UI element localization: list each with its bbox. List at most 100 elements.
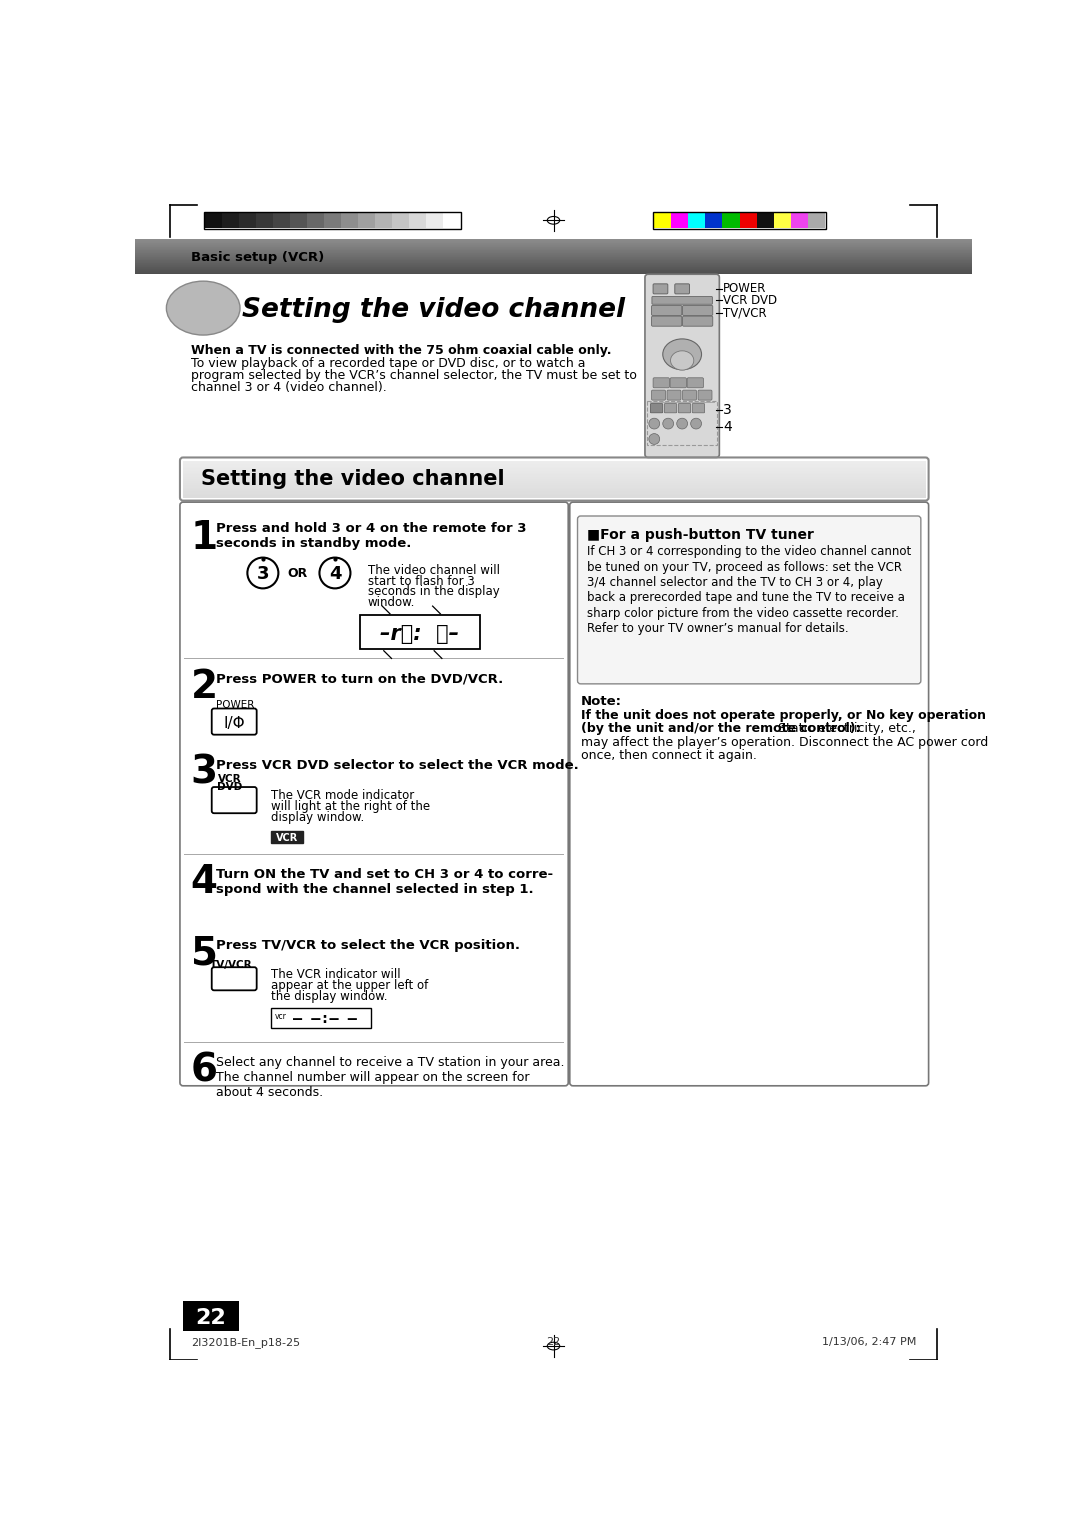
Text: Press POWER to turn on the DVD/VCR.: Press POWER to turn on the DVD/VCR. [216,672,503,686]
Text: vcr: vcr [274,1012,286,1021]
Text: 2: 2 [191,668,218,706]
Bar [324,212,341,228]
Text: window.: window. [367,596,415,610]
Text: — —:— —: — —:— — [293,1012,356,1027]
Bar [204,212,461,229]
Text: 1: 1 [191,520,218,558]
Ellipse shape [663,339,702,370]
FancyBboxPatch shape [653,284,667,293]
Text: 3/4 channel selector and the TV to CH 3 or 4, play: 3/4 channel selector and the TV to CH 3 … [586,576,882,590]
Bar [723,212,740,228]
Circle shape [691,419,702,429]
Bar [427,212,444,228]
FancyBboxPatch shape [675,284,689,293]
Bar [273,212,291,228]
Ellipse shape [166,281,240,335]
FancyBboxPatch shape [212,787,257,813]
FancyBboxPatch shape [683,306,713,315]
Text: 3: 3 [191,753,218,792]
Text: DVD: DVD [217,782,242,792]
FancyBboxPatch shape [652,296,713,304]
FancyBboxPatch shape [645,274,719,457]
Circle shape [320,558,350,588]
Text: (by the unit and/or the remote control):: (by the unit and/or the remote control): [581,723,861,735]
Text: Setting the video channel: Setting the video channel [242,296,625,322]
FancyBboxPatch shape [180,503,568,1086]
Bar [409,212,427,228]
Text: The VCR indicator will: The VCR indicator will [271,969,401,981]
FancyBboxPatch shape [651,306,681,315]
Text: Setting the video channel: Setting the video channel [201,469,504,489]
Text: VCR: VCR [275,833,298,843]
FancyBboxPatch shape [698,390,712,400]
Circle shape [649,419,660,429]
Text: once, then connect it again.: once, then connect it again. [581,749,756,761]
Bar [291,212,307,228]
FancyBboxPatch shape [570,503,929,1086]
FancyBboxPatch shape [687,377,703,388]
Text: start to flash for 3: start to flash for 3 [367,575,474,588]
Bar [705,212,723,228]
FancyBboxPatch shape [667,390,681,400]
Text: The VCR mode indicator: The VCR mode indicator [271,790,414,802]
Bar [688,212,705,228]
Bar [307,212,324,228]
Bar [444,212,460,228]
Text: seconds in the display: seconds in the display [367,585,499,599]
FancyBboxPatch shape [212,967,257,990]
FancyBboxPatch shape [683,390,697,400]
Text: To view playback of a recorded tape or DVD disc, or to watch a: To view playback of a recorded tape or D… [191,356,585,370]
Text: 22: 22 [546,1337,561,1346]
Circle shape [649,434,660,445]
Text: 5: 5 [191,934,218,972]
Text: be tuned on your TV, proceed as follows: set the VCR: be tuned on your TV, proceed as follows:… [586,561,902,573]
Text: sharp color picture from the video cassette recorder.: sharp color picture from the video casse… [586,607,899,620]
Text: 6: 6 [191,1051,218,1089]
Text: Press VCR DVD selector to select the VCR mode.: Press VCR DVD selector to select the VCR… [216,758,579,772]
Text: channel 3 or 4 (video channel).: channel 3 or 4 (video channel). [191,382,387,394]
Text: appear at the upper left of: appear at the upper left of [271,979,428,992]
Text: display window.: display window. [271,811,364,824]
Text: TV/VCR: TV/VCR [210,960,253,970]
Text: will light at the right of the: will light at the right of the [271,801,430,813]
Bar [256,212,273,228]
Text: Basic setup (VCR): Basic setup (VCR) [191,251,324,264]
Text: Static electricity, etc.,: Static electricity, etc., [774,723,916,735]
Bar [773,212,791,228]
Text: 4: 4 [724,420,732,434]
Text: ■For a push-button TV tuner: ■For a push-button TV tuner [586,529,813,542]
Text: Select any channel to receive a TV station in your area.
The channel number will: Select any channel to receive a TV stati… [216,1056,565,1099]
FancyBboxPatch shape [653,377,670,388]
Bar [808,212,825,228]
Ellipse shape [671,351,693,370]
Text: 3: 3 [257,565,269,582]
Text: 4: 4 [328,565,341,582]
FancyBboxPatch shape [664,403,677,413]
Text: 4: 4 [191,863,218,902]
FancyBboxPatch shape [578,516,921,685]
Bar [672,212,688,228]
Text: VCR DVD: VCR DVD [724,293,778,307]
FancyBboxPatch shape [651,390,665,400]
Text: When a TV is connected with the 75 ohm coaxial cable only.: When a TV is connected with the 75 ohm c… [191,344,611,356]
Bar [653,212,825,229]
FancyBboxPatch shape [670,377,687,388]
Text: If the unit does not operate properly, or No key operation: If the unit does not operate properly, o… [581,709,986,721]
FancyBboxPatch shape [683,316,713,325]
Text: VCR: VCR [218,775,241,784]
Text: Press TV/VCR to select the VCR position.: Press TV/VCR to select the VCR position. [216,938,521,952]
Text: I/Φ: I/Φ [224,715,245,730]
Bar [360,616,480,649]
Text: POWER: POWER [724,283,767,295]
Text: back a prerecorded tape and tune the TV to receive a: back a prerecorded tape and tune the TV … [586,591,905,605]
Text: The video channel will: The video channel will [367,564,499,576]
Circle shape [677,419,688,429]
Bar [757,212,773,228]
Bar [341,212,359,228]
Text: 22: 22 [195,1308,227,1328]
FancyBboxPatch shape [678,403,691,413]
Bar [654,212,672,228]
Text: POWER: POWER [216,700,255,711]
Text: may affect the player’s operation. Disconnect the AC power cord: may affect the player’s operation. Disco… [581,736,988,749]
Text: If CH 3 or 4 corresponding to the video channel cannot: If CH 3 or 4 corresponding to the video … [586,545,912,558]
